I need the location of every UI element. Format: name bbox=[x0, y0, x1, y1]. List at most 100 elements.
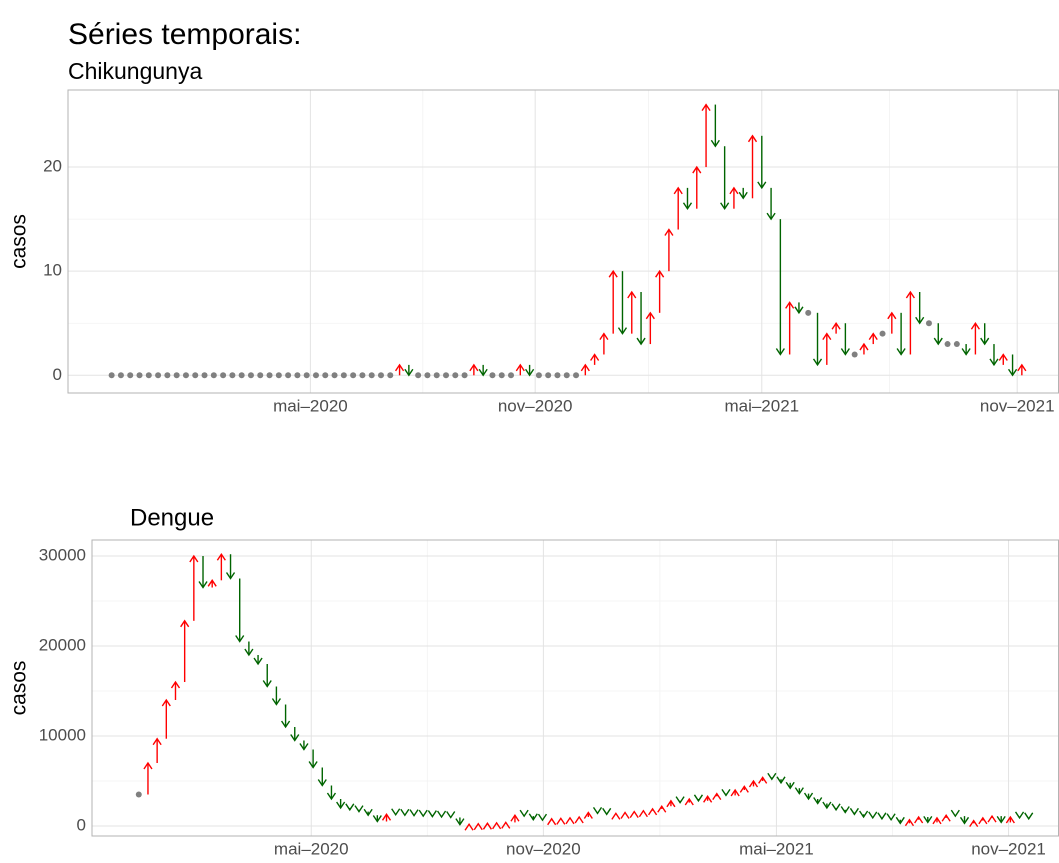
flat-point bbox=[294, 372, 301, 379]
flat-point bbox=[535, 372, 542, 379]
down-arrow bbox=[738, 187, 748, 200]
arrow-head bbox=[645, 311, 655, 320]
x-tick-label: mai–2021 bbox=[724, 396, 799, 415]
flat-point bbox=[554, 372, 561, 379]
down-arrow bbox=[519, 809, 529, 818]
arrow-head bbox=[308, 761, 318, 769]
flat-point bbox=[851, 351, 858, 358]
arrow-head bbox=[730, 788, 740, 797]
arrow-head bbox=[336, 801, 346, 810]
down-arrow bbox=[776, 776, 786, 785]
up-arrow bbox=[189, 554, 199, 621]
flat-point bbox=[173, 372, 180, 379]
up-arrow bbox=[905, 290, 915, 355]
arrow-head bbox=[161, 698, 171, 707]
down-arrow bbox=[812, 312, 823, 367]
up-arrow bbox=[469, 363, 479, 376]
up-arrow bbox=[969, 819, 979, 827]
flat-point bbox=[285, 372, 292, 379]
up-arrow bbox=[987, 814, 997, 823]
arrow-head bbox=[840, 348, 850, 356]
arrow-head bbox=[655, 269, 665, 278]
arrow-head bbox=[729, 186, 739, 195]
panel-title: Chikungunya bbox=[68, 58, 202, 84]
flat-point bbox=[145, 372, 152, 379]
down-arrow bbox=[436, 810, 447, 819]
arrow-head bbox=[904, 818, 915, 827]
arrow-head bbox=[394, 363, 405, 372]
arrow-head bbox=[528, 813, 538, 821]
panel-title: Dengue bbox=[130, 504, 214, 531]
up-arrow bbox=[664, 228, 674, 272]
arrow-head bbox=[464, 822, 474, 831]
arrow-head bbox=[1017, 363, 1027, 372]
flat-point bbox=[229, 372, 236, 379]
arrow-head bbox=[933, 337, 943, 346]
flat-point bbox=[953, 341, 960, 348]
arrow-head bbox=[887, 311, 897, 320]
up-arrow bbox=[473, 822, 483, 831]
flat-point bbox=[220, 372, 227, 379]
up-arrow bbox=[611, 812, 621, 820]
arrow-head bbox=[636, 337, 646, 346]
down-arrow bbox=[950, 809, 960, 818]
arrow-head bbox=[345, 803, 355, 812]
arrow-head bbox=[822, 801, 832, 810]
down-arrow bbox=[794, 787, 804, 795]
up-arrow bbox=[970, 321, 980, 355]
down-arrow bbox=[317, 767, 327, 787]
down-arrow bbox=[794, 302, 804, 315]
up-arrow bbox=[730, 788, 740, 797]
arrow-head bbox=[859, 342, 869, 351]
down-arrow bbox=[1014, 811, 1025, 820]
arrow-head bbox=[959, 816, 970, 825]
flat-point bbox=[322, 372, 329, 379]
arrow-head bbox=[980, 337, 990, 346]
down-arrow bbox=[418, 809, 428, 818]
up-arrow bbox=[748, 779, 759, 788]
up-arrow bbox=[152, 737, 162, 764]
down-arrow bbox=[868, 811, 878, 820]
arrow-head bbox=[970, 321, 980, 330]
flat-point bbox=[257, 372, 264, 379]
arrow-head bbox=[372, 815, 382, 823]
flat-point bbox=[155, 372, 162, 379]
down-arrow bbox=[675, 796, 685, 804]
arrow-head bbox=[868, 332, 878, 341]
down-arrow bbox=[840, 806, 850, 814]
down-arrow bbox=[244, 641, 254, 657]
down-arrow bbox=[262, 664, 272, 688]
arrow-head bbox=[599, 332, 609, 341]
down-arrow bbox=[775, 219, 785, 356]
down-arrow bbox=[886, 813, 896, 821]
arrow-head bbox=[895, 816, 905, 825]
arrow-head bbox=[969, 819, 979, 827]
up-arrow bbox=[583, 811, 593, 819]
arrow-head bbox=[629, 810, 639, 818]
down-arrow bbox=[253, 655, 263, 666]
up-arrow bbox=[565, 816, 575, 825]
arrow-head bbox=[478, 368, 488, 377]
flat-point bbox=[387, 372, 394, 379]
down-arrow bbox=[400, 808, 410, 817]
flat-point bbox=[563, 372, 570, 379]
up-arrow bbox=[673, 186, 683, 230]
up-arrow bbox=[180, 619, 190, 683]
up-arrow bbox=[580, 363, 590, 376]
x-tick-label: mai–2021 bbox=[739, 839, 814, 858]
up-arrow bbox=[501, 821, 511, 829]
arrow-head bbox=[608, 269, 618, 278]
up-arrow bbox=[1005, 815, 1015, 824]
down-arrow bbox=[693, 794, 704, 803]
flat-point bbox=[573, 372, 580, 379]
arrow-head bbox=[427, 810, 437, 818]
flat-point bbox=[312, 372, 319, 379]
flat-point bbox=[266, 372, 273, 379]
arrow-head bbox=[537, 813, 548, 822]
down-arrow bbox=[877, 812, 887, 821]
flat-point bbox=[452, 372, 459, 379]
down-arrow bbox=[592, 807, 603, 815]
flat-point bbox=[415, 372, 422, 379]
flat-point bbox=[461, 372, 468, 379]
